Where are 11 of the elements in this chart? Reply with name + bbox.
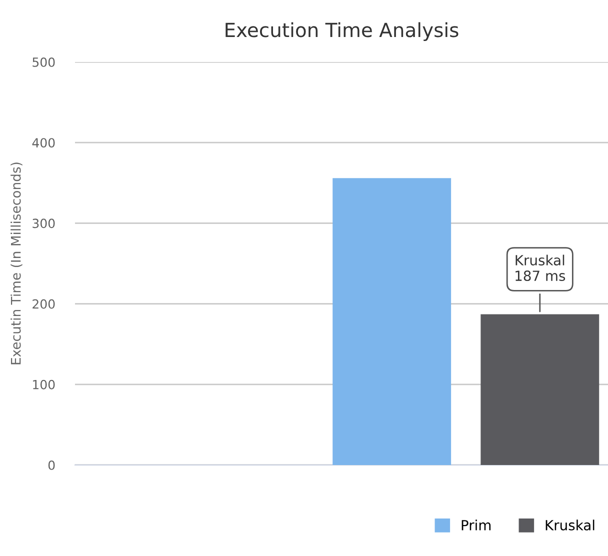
y-tick-label: 100 [33,380,55,390]
y-tick-label: 0 [48,460,55,470]
legend-label: Prim [462,520,491,530]
annotation: Kruskal 187 ms [516,254,566,282]
y-tick-label: 300 [32,218,55,228]
y-tick-label: 400 [32,138,55,148]
y-tick-label: 200 [32,299,55,309]
legend-label: Kruskal [546,520,594,530]
chart-title: Execution Time Analysis [226,22,458,42]
y-axis-title: Executin Time (In Milliseconds) [10,162,22,364]
y-tick-label: 500 [32,57,55,67]
